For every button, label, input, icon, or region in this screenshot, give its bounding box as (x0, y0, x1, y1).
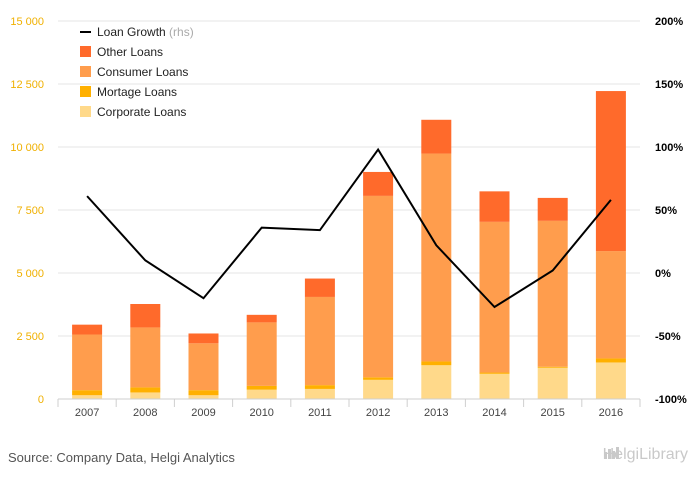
y-tick-label: 15 000 (10, 16, 44, 28)
x-tick-label: 2008 (133, 407, 157, 419)
bar-segment (421, 365, 452, 399)
y-tick-label: 7 500 (16, 205, 44, 217)
bar-segment (130, 327, 161, 388)
bar-segment (479, 373, 510, 399)
bar-segment (72, 324, 103, 335)
y-tick-label: 2 500 (16, 331, 44, 343)
bar-segment (304, 296, 335, 386)
legend-label: Corporate Loans (97, 105, 186, 119)
bar-segment (363, 379, 394, 399)
bar-segment (188, 333, 219, 344)
legend-suffix: (rhs) (166, 25, 194, 39)
y-tick-label: 10 000 (10, 142, 44, 154)
legend-swatch (80, 66, 91, 77)
bar-segment (246, 385, 277, 390)
x-tick-label: 2013 (424, 407, 448, 419)
bar-segment (537, 220, 568, 367)
bar-segment (421, 119, 452, 154)
bar-segment (188, 390, 219, 396)
bar-segment (363, 195, 394, 378)
bar-segment (188, 343, 219, 391)
bar-segment (72, 395, 103, 399)
x-tick-label: 2007 (75, 407, 99, 419)
legend-swatch (80, 106, 91, 117)
brand-logo: HelgiLibrary (603, 446, 688, 464)
bar-segment (595, 358, 626, 363)
bar-segment (595, 91, 626, 252)
bar-segment (537, 367, 568, 399)
x-tick-label: 2012 (366, 407, 390, 419)
x-tick-label: 2011 (308, 407, 332, 419)
bar-segment (246, 389, 277, 399)
legend-swatch (80, 46, 91, 57)
helgi-logo-icon (603, 447, 619, 459)
bar-segment (479, 191, 510, 222)
y2-tick-label: 0% (655, 268, 671, 280)
bar-segment (363, 171, 394, 196)
y2-tick-label: 100% (655, 142, 683, 154)
bar-segment (595, 251, 626, 359)
bar-segment (188, 395, 219, 399)
bar-segment (246, 314, 277, 323)
x-tick-label: 2015 (540, 407, 564, 419)
brand-name: HelgiLibrary (602, 446, 688, 463)
bar-segment (304, 385, 335, 389)
bar-segment (130, 387, 161, 393)
bar-segment (72, 390, 103, 396)
bar-segment (72, 334, 103, 391)
y2-tick-label: -50% (655, 331, 681, 343)
y2-tick-label: 150% (655, 79, 683, 91)
legend-label: Loan Growth (rhs) (97, 25, 194, 39)
x-tick-label: 2014 (482, 407, 506, 419)
x-tick-label: 2010 (249, 407, 273, 419)
x-tick-label: 2016 (599, 407, 623, 419)
bar-segment (421, 153, 452, 362)
bar-segment (130, 392, 161, 399)
source-note: Source: Company Data, Helgi Analytics (8, 450, 235, 465)
bar-segment (363, 377, 394, 380)
x-tick-label: 2009 (191, 407, 215, 419)
bar-segment (421, 361, 452, 366)
bar-segment (304, 388, 335, 399)
legend-label: Other Loans (97, 45, 163, 59)
bar-segment (246, 322, 277, 386)
bar-segment (479, 372, 510, 374)
bar-segment (537, 197, 568, 221)
bar-segment (595, 362, 626, 399)
chart-svg: 0 2 500 5 000 7 500 10 000 12 500 15 000 -100% -… (10, 16, 687, 419)
bar-segment (130, 303, 161, 328)
legend-label: Consumer Loans (97, 65, 188, 79)
y2-tick-label: 50% (655, 205, 677, 217)
y2-tick-label: -100% (655, 394, 687, 406)
y-tick-label: 5 000 (16, 268, 44, 280)
y-tick-label: 12 500 (10, 79, 44, 91)
legend-swatch (80, 86, 91, 97)
loan-growth-line (86, 147, 612, 309)
y-tick-label: 0 (38, 394, 44, 406)
bar-segment (537, 366, 568, 368)
bar-segment (304, 278, 335, 297)
legend-label: Mortage Loans (97, 85, 177, 99)
y2-tick-label: 200% (655, 16, 683, 28)
